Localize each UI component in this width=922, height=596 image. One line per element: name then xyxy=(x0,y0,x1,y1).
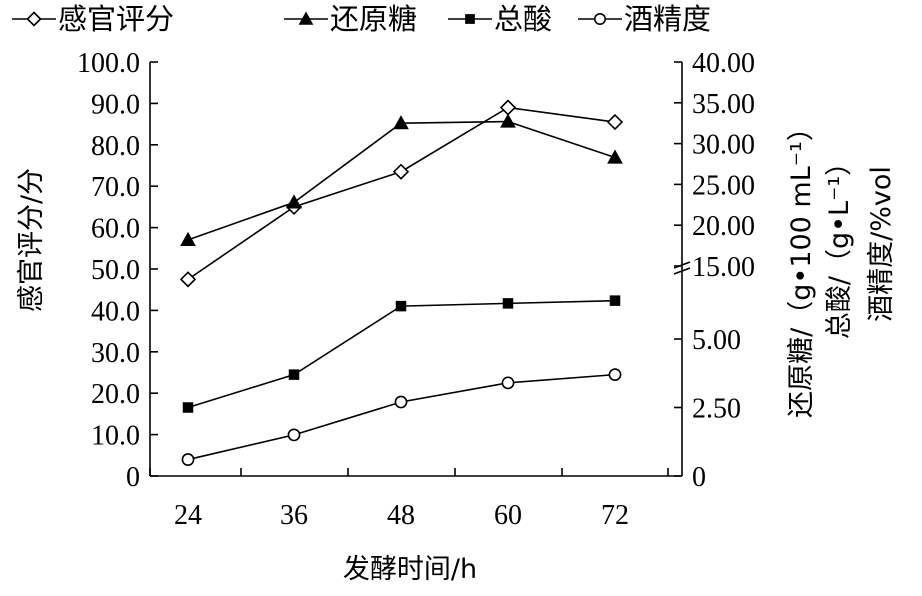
data-point xyxy=(182,402,194,413)
right-tick-label: 35.00 xyxy=(692,89,755,120)
axis-break-icon xyxy=(673,261,691,275)
x-tick-label: 60 xyxy=(494,500,522,531)
x-axis-ticks: 24 36 48 60 72 xyxy=(149,468,669,531)
left-tick-label: 80.0 xyxy=(91,131,140,162)
data-point xyxy=(180,231,196,246)
legend-marker xyxy=(26,11,42,27)
x-tick-label: 24 xyxy=(174,500,202,531)
legend-item: 酒精度 xyxy=(578,2,711,36)
data-point xyxy=(286,194,302,209)
x-tick-label: 36 xyxy=(280,500,308,531)
right-tick-label: 2.50 xyxy=(692,394,741,425)
series-3 xyxy=(181,368,622,466)
data-point xyxy=(392,163,410,180)
left-tick-label: 50.0 xyxy=(91,255,140,286)
series-line xyxy=(187,120,616,241)
right-axis-title-acid: 总酸/（g•L⁻¹） xyxy=(824,149,855,339)
legend: 感官评分 还原糖 总酸 酒精度 xyxy=(12,2,711,36)
right-tick-label: 25.00 xyxy=(692,170,755,201)
left-tick-label: 60.0 xyxy=(91,214,140,245)
data-point xyxy=(181,453,195,466)
left-tick-label: 100.0 xyxy=(77,48,140,79)
x-tick-label: 72 xyxy=(601,500,629,531)
data-point xyxy=(606,113,624,131)
data-point xyxy=(608,368,622,382)
right-axis-title-sugar: 还原糖/（g•100 mL⁻¹） xyxy=(786,114,817,418)
data-point xyxy=(394,395,408,409)
left-tick-label: 70.0 xyxy=(91,172,140,203)
data-point xyxy=(502,298,514,309)
data-point xyxy=(607,149,623,164)
data-point xyxy=(609,295,621,306)
left-tick-label: 20.0 xyxy=(91,379,140,410)
data-point xyxy=(287,428,301,442)
legend-item: 感官评分 xyxy=(12,2,174,36)
data-point xyxy=(500,113,516,128)
legend-item: 还原糖 xyxy=(284,2,417,36)
data-point xyxy=(393,115,409,130)
series-layer xyxy=(179,99,624,466)
data-point xyxy=(395,300,407,312)
right-axis-ticks: 0 2.50 5.00 15.00 20.00 25.00 30.00 35.00 40.00 xyxy=(674,48,755,493)
series-2 xyxy=(182,295,621,413)
right-tick-label: 5.00 xyxy=(692,325,741,356)
legend-label: 感官评分 xyxy=(58,2,174,36)
data-point xyxy=(501,376,515,390)
x-axis-title: 发酵时间/h xyxy=(343,554,477,585)
right-tick-label: 20.00 xyxy=(692,211,755,242)
left-axis-ticks: 0 10.0 20.0 30.0 40.0 50.0 60.0 70.0 80.0 90.0 100… xyxy=(77,48,158,493)
right-axis-title-alcohol: 酒精度/%vol xyxy=(866,166,897,322)
left-tick-label: 40.0 xyxy=(91,296,140,327)
left-tick-label: 30.0 xyxy=(91,338,140,369)
legend-marker xyxy=(593,13,606,25)
left-axis-title: 感官评分/分 xyxy=(16,168,47,312)
data-point xyxy=(499,99,517,116)
x-tick-label: 48 xyxy=(387,500,415,531)
series-line xyxy=(187,106,616,281)
legend-label: 总酸 xyxy=(494,2,552,36)
legend-marker xyxy=(298,11,314,25)
legend-marker xyxy=(465,14,475,24)
left-tick-label: 10.0 xyxy=(91,421,140,452)
legend-label: 酒精度 xyxy=(624,2,711,36)
series-line xyxy=(187,299,616,409)
right-tick-label: 40.00 xyxy=(692,48,755,79)
right-tick-label: 15.00 xyxy=(692,252,755,283)
left-tick-label: 0 xyxy=(126,462,140,493)
left-tick-label: 90.0 xyxy=(91,89,140,120)
series-1 xyxy=(180,113,623,246)
legend-item: 总酸 xyxy=(448,2,552,36)
data-point xyxy=(179,271,197,288)
right-tick-label: 30.00 xyxy=(692,130,755,161)
legend-label: 还原糖 xyxy=(330,2,417,36)
data-point xyxy=(288,369,300,380)
right-tick-label: 0 xyxy=(692,462,706,493)
